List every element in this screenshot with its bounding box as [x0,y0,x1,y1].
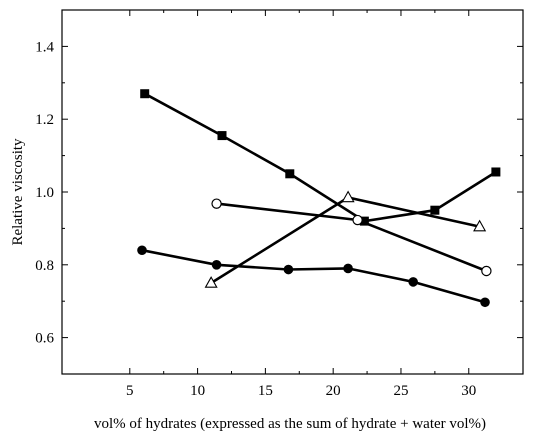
data-point-open-circle [481,265,492,277]
y-tick-label: 1.0 [35,185,54,201]
series-layer [137,89,501,308]
series-3 [137,245,490,308]
x-tick-label: 15 [258,383,273,399]
plot-frame [61,9,524,375]
series-2 [211,198,492,277]
data-point-square [217,131,227,141]
y-tick-label: 0.8 [35,258,54,274]
data-point-open-circle [352,214,363,226]
x-tick-label: 10 [190,383,205,399]
x-tick-label: 30 [461,383,476,399]
series-line [141,248,486,304]
x-tick-label: 25 [393,383,408,399]
series-1 [140,89,501,226]
y-axis-title: Relative viscosity [10,138,26,246]
y-axis: 0.6 0.8 1.0 1.2 1.4 [35,9,523,347]
plot-border [61,9,524,375]
x-tick-label: 5 [126,383,134,399]
data-point-square [491,167,501,177]
data-point-circle [343,263,353,274]
data-point-open-triangle [473,219,487,232]
x-axis: 5 10 15 20 25 30 [126,10,476,399]
data-point-circle [283,264,294,275]
data-point-circle [211,260,222,270]
data-point-square [285,169,295,179]
data-point-open-triangle [204,276,218,288]
data-point-circle [408,277,418,287]
data-point-circle [480,297,490,308]
y-tick-label: 1.4 [35,39,54,55]
x-axis-title: vol% of hydrates (expressed as the sum o… [94,416,486,432]
x-tick-label: 20 [326,383,341,399]
data-point-square [359,216,369,226]
y-tick-label: 0.6 [35,331,54,347]
series-line [144,92,497,223]
data-point-square [430,205,440,215]
data-point-circle [137,245,147,256]
data-point-open-triangle [341,190,355,203]
y-tick-label: 1.2 [35,112,54,128]
data-point-square [140,89,150,99]
data-point-open-circle [211,198,222,209]
series-4 [204,190,487,288]
